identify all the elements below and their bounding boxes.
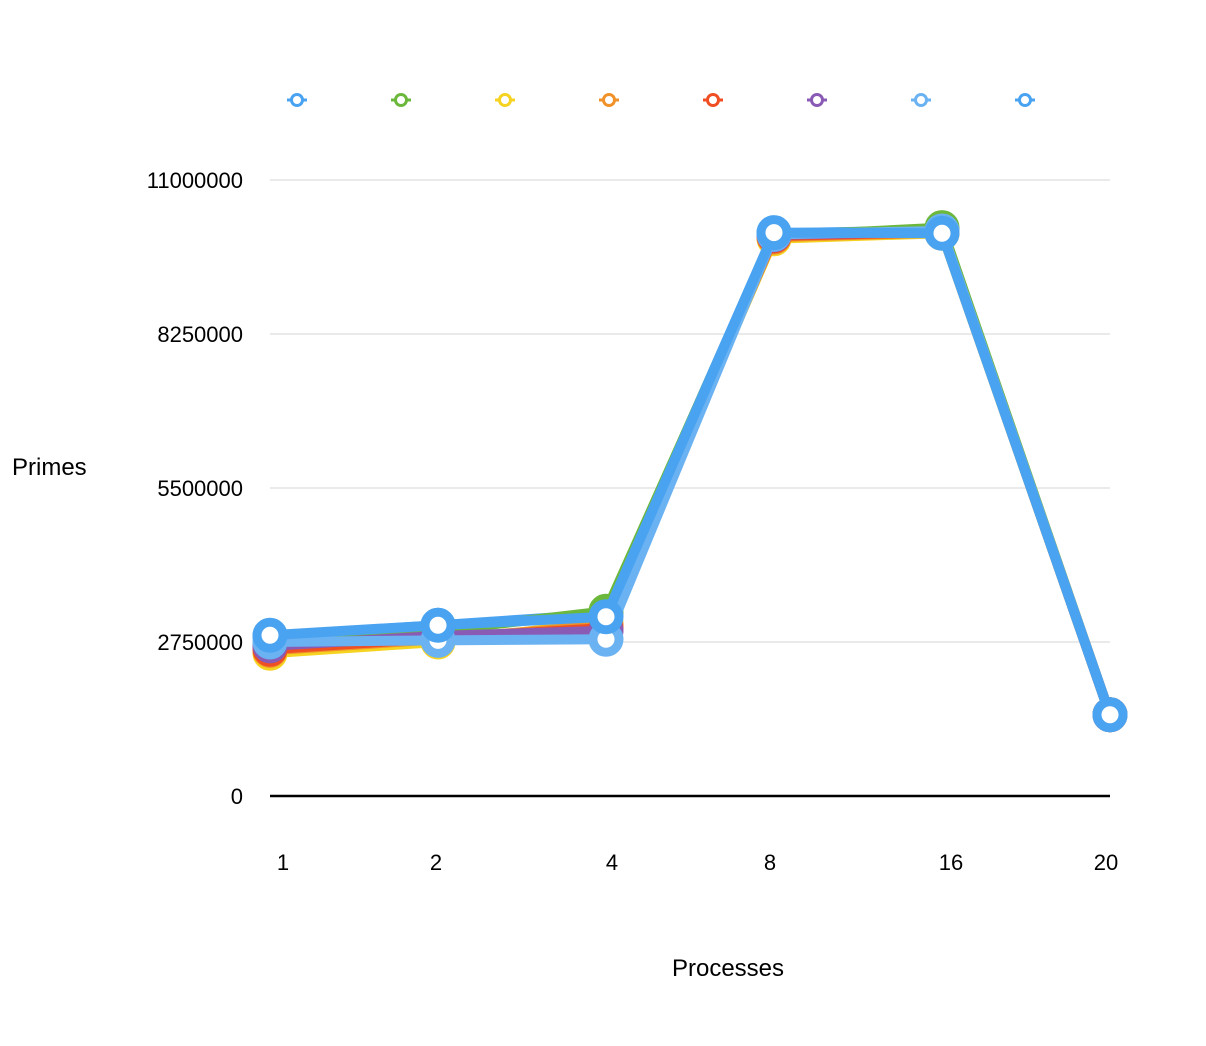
x-tick-label: 2: [430, 850, 442, 875]
y-tick-label: 0: [231, 784, 243, 809]
data-point: [420, 607, 456, 643]
data-point: [756, 215, 792, 251]
series-line-group: [252, 210, 1128, 733]
x-tick-label: 16: [939, 850, 963, 875]
series-line-group: [252, 215, 1128, 733]
data-point: [1092, 697, 1128, 733]
legend-marker: [287, 93, 307, 107]
x-tick-label: 4: [606, 850, 618, 875]
y-tick-label: 8250000: [157, 322, 243, 347]
x-tick-label: 1: [277, 850, 289, 875]
y-tick-label: 2750000: [157, 630, 243, 655]
y-axis-title: Primes: [12, 454, 87, 481]
series-line-group: [252, 214, 1128, 733]
series-line-group: [252, 212, 1128, 733]
grid-lines: [270, 179, 1110, 643]
x-axis-title: Processes: [672, 955, 784, 982]
y-tick-label: 5500000: [157, 476, 243, 501]
data-point: [588, 599, 624, 635]
series-line-group: [252, 214, 1128, 733]
legend-marker: [807, 93, 827, 107]
legend-marker: [495, 93, 515, 107]
legend: [287, 93, 1035, 107]
series-line-group: [252, 215, 1128, 733]
x-tick-label: 8: [764, 850, 776, 875]
legend-marker: [391, 93, 411, 107]
series-group: [252, 210, 1128, 733]
x-axis-ticks: 1 2 4 8 16 20: [277, 850, 1118, 875]
y-tick-label: 11000000: [147, 168, 243, 193]
legend-marker: [1015, 93, 1035, 107]
legend-marker: [911, 93, 931, 107]
legend-marker: [599, 93, 619, 107]
series-line-group: [252, 213, 1128, 733]
y-axis-ticks: 0 2750000 5500000 8250000 11000000: [147, 168, 243, 809]
legend-marker: [703, 93, 723, 107]
series-line: [265, 227, 1115, 720]
x-tick-label: 20: [1094, 850, 1118, 875]
series-line-group: [252, 215, 1128, 733]
data-point: [252, 617, 288, 653]
data-point: [924, 215, 960, 251]
